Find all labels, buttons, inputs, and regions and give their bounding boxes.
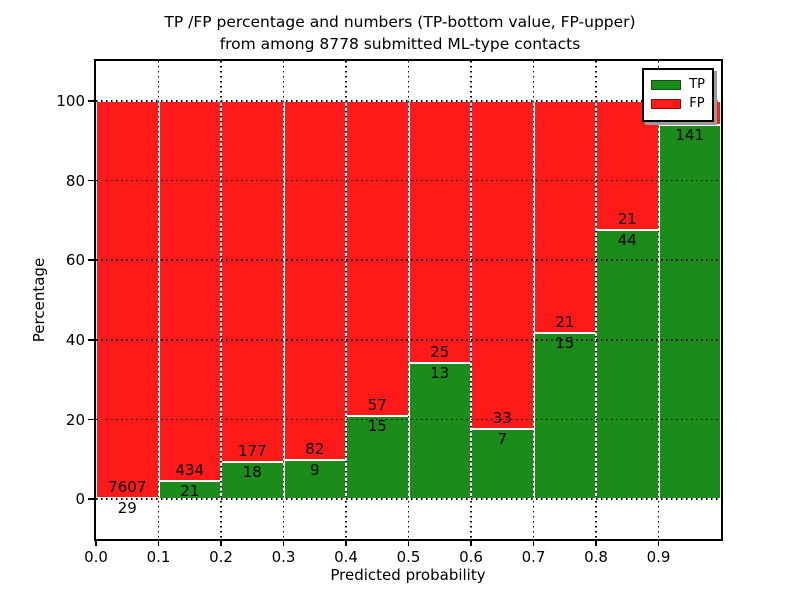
v-gridline — [595, 61, 597, 539]
y-axis-tick — [88, 179, 94, 182]
bar-label-fp: 21 — [617, 209, 637, 228]
bar-fp-segment — [408, 100, 471, 363]
y-axis-tick — [88, 418, 94, 421]
x-tick-label: 0.1 — [146, 548, 171, 566]
v-gridline — [220, 61, 222, 539]
bar-label-fp: 7607 — [108, 477, 147, 496]
fp-legend-swatch — [651, 98, 682, 109]
x-axis-tick — [595, 541, 597, 546]
x-axis-tick — [345, 541, 347, 546]
y-tick-label: 60 — [65, 251, 85, 270]
x-axis-tick — [470, 541, 472, 546]
bar-label-fp: 21 — [555, 313, 575, 332]
x-axis-label: Predicted probability — [330, 566, 486, 584]
v-gridline — [532, 61, 535, 539]
x-tick-label: 0.9 — [646, 548, 671, 566]
y-tick-label: 100 — [56, 91, 85, 110]
bar-fp-segment — [471, 100, 534, 430]
v-gridline — [282, 61, 285, 539]
chart-title-line2: from among 8778 submitted ML-type contac… — [219, 35, 581, 53]
x-axis-tick — [220, 541, 222, 546]
x-axis-tick — [157, 541, 160, 546]
bar-fp-segment — [533, 100, 596, 334]
bar-fp-segment — [158, 100, 221, 481]
tp-legend-swatch — [651, 79, 682, 90]
legend-item-fp: FP — [651, 96, 705, 111]
bar-label-tp: 15 — [367, 417, 387, 436]
y-axis-tick — [88, 339, 94, 341]
bar-label-fp: 82 — [305, 439, 325, 458]
bar-label-tp: 13 — [430, 363, 450, 382]
x-axis-tick — [657, 541, 660, 546]
chart-title: TP /FP percentage and numbers (TP-bottom… — [0, 11, 800, 55]
plot-area: TP FP 7607 29 434 21 177 18 82 9 57 15 25 13 33 7 21 15… — [94, 59, 723, 541]
x-tick-label: 0.8 — [584, 548, 608, 566]
x-axis-tick — [407, 541, 410, 546]
legend-item-tp: TP — [651, 77, 705, 92]
bar-label-tp: 9 — [309, 460, 320, 479]
v-gridline — [657, 61, 660, 539]
y-tick-label: 0 — [75, 490, 85, 509]
y-axis-tick — [88, 498, 94, 500]
x-tick-label: 0.0 — [84, 548, 108, 566]
x-tick-label: 0.5 — [396, 548, 421, 566]
y-tick-label: 20 — [65, 410, 85, 429]
v-gridline — [470, 61, 472, 539]
bar-label-fp: 33 — [492, 409, 512, 428]
x-axis-tick — [95, 541, 97, 546]
y-axis-tick — [88, 259, 94, 261]
bar-fp-segment — [221, 100, 284, 463]
bar-tp-segment — [408, 362, 471, 500]
bar-tp-segment — [596, 229, 659, 500]
y-tick-label: 80 — [65, 171, 85, 190]
x-tick-label: 0.4 — [334, 548, 358, 566]
bar-label-tp: 21 — [180, 481, 200, 500]
bar-label-fp: 57 — [367, 396, 387, 415]
plot-inner: TP FP 7607 29 434 21 177 18 82 9 57 15 25 13 33 7 21 15… — [96, 61, 721, 539]
bar-fp-segment — [96, 100, 159, 498]
y-tick-label: 40 — [65, 330, 85, 349]
v-gridline — [345, 61, 347, 539]
x-tick-label: 0.2 — [209, 548, 233, 566]
bar-label-tp: 18 — [242, 463, 262, 482]
bar-label-tp: 15 — [555, 334, 575, 353]
bar-label-tp: 7 — [497, 430, 508, 449]
x-tick-label: 0.7 — [521, 548, 546, 566]
y-axis-tick — [88, 100, 94, 102]
bar-label-tp: 141 — [675, 125, 705, 144]
x-tick-label: 0.6 — [459, 548, 483, 566]
tp-legend-label: TP — [689, 77, 705, 92]
y-axis-label: Percentage — [30, 257, 48, 343]
bar-fp-segment — [283, 100, 346, 460]
bar-label-fp: 25 — [430, 342, 450, 361]
fp-legend-label: FP — [689, 96, 705, 111]
x-axis-tick — [532, 541, 535, 546]
x-tick-label: 0.3 — [271, 548, 296, 566]
x-axis-tick — [282, 541, 285, 546]
bar-label-fp: 177 — [237, 442, 267, 461]
bar-label-tp: 29 — [117, 498, 137, 517]
bar-label-fp: 434 — [175, 460, 205, 479]
v-gridline — [157, 61, 160, 539]
bar-label-tp: 44 — [617, 230, 637, 249]
chart-title-line1: TP /FP percentage and numbers (TP-bottom… — [164, 13, 636, 31]
v-gridline — [407, 61, 410, 539]
legend: TP FP — [642, 68, 714, 122]
bar-tp-segment — [533, 333, 596, 500]
